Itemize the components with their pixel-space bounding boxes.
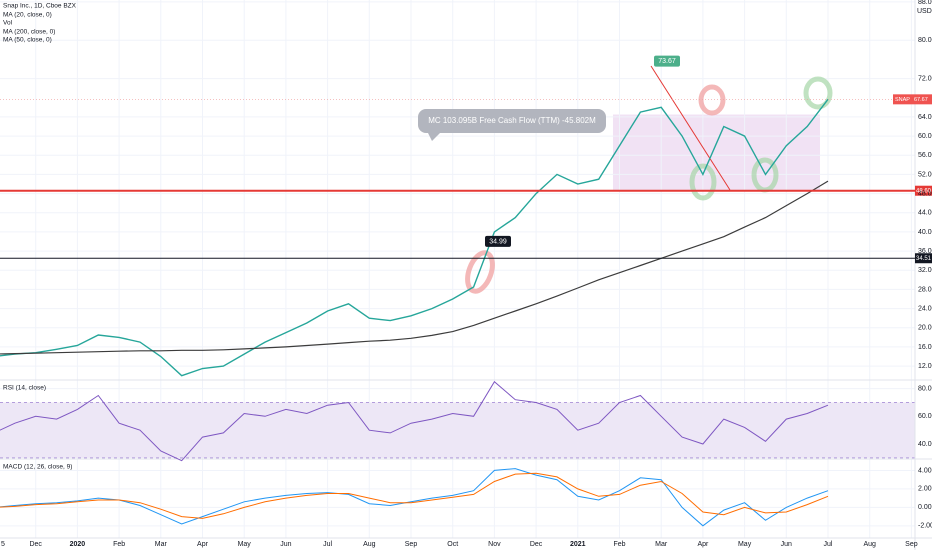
y-tick-label: 80.00 xyxy=(918,37,932,44)
y-tick-label: 0.00 xyxy=(918,504,932,511)
x-tick-label: Feb xyxy=(613,541,625,548)
rsi-line xyxy=(0,380,829,462)
y-tick-label: 24.00 xyxy=(918,305,932,312)
legend-entry: Vol xyxy=(3,20,13,27)
y-tick-label: 64.00 xyxy=(918,114,932,121)
circle-drawing xyxy=(698,84,726,116)
circle-drawing xyxy=(689,163,717,201)
symbol-label: SNAP xyxy=(895,97,910,103)
level-tag xyxy=(915,185,932,196)
y-tick-label: 16.00 xyxy=(918,344,932,351)
y-tick-label: 40.00 xyxy=(918,441,932,448)
x-tick-label: Nov xyxy=(488,541,501,548)
circle-drawing xyxy=(803,76,833,110)
level-tag xyxy=(915,253,932,264)
macd-line xyxy=(0,472,829,519)
note-pointer xyxy=(428,133,440,141)
y-tick-label: 2.00 xyxy=(918,486,932,493)
x-tick-label: Sep xyxy=(905,541,918,548)
pane-title: RSI (14, close) xyxy=(3,385,46,392)
level-label: 48.60 xyxy=(916,188,932,194)
price-label: 67.67 xyxy=(914,97,928,103)
x-tick-label: Jun xyxy=(781,541,792,548)
x-tick-label: 2021 xyxy=(570,541,586,548)
y-tick-label: 4.00 xyxy=(918,467,932,474)
x-tick-label: Aug xyxy=(363,541,376,548)
y-tick-label: 48.00 xyxy=(918,190,932,197)
macd-line xyxy=(0,468,829,527)
x-tick-label: Oct xyxy=(447,541,458,548)
note-text: MC 103.095B Free Cash Flow (TTM) -45.802… xyxy=(428,116,596,125)
x-tick-label: Aug xyxy=(863,541,876,548)
y-tick-label: 12.00 xyxy=(918,363,932,370)
y-tick-label: 36.00 xyxy=(918,248,932,255)
y-tick-label: 32.00 xyxy=(918,267,932,274)
y-tick-label: 52.00 xyxy=(918,171,932,178)
x-tick-label: Apr xyxy=(197,541,209,548)
x-tick-label: 5 xyxy=(1,541,5,548)
x-tick-label: Feb xyxy=(113,541,125,548)
y-tick-label: 60.00 xyxy=(918,133,932,140)
x-tick-label: May xyxy=(238,541,252,548)
y-tick-label: 20.00 xyxy=(918,325,932,332)
price-line xyxy=(0,98,829,377)
legend-entry: MA (50, close, 0) xyxy=(3,37,52,44)
rsi-band xyxy=(0,402,915,458)
x-tick-label: Sep xyxy=(405,541,418,548)
legend-entry: MA (200, close, 0) xyxy=(3,29,55,36)
y-tick-label: 44.00 xyxy=(918,210,932,217)
y-tick-label: 60.00 xyxy=(918,413,932,420)
x-tick-label: Jul xyxy=(323,541,332,548)
y-tick-label: 56.00 xyxy=(918,152,932,159)
x-tick-label: Jul xyxy=(824,541,833,548)
ma-line xyxy=(0,180,829,355)
y-tick-label: 28.00 xyxy=(918,286,932,293)
level-label: 34.51 xyxy=(916,256,932,262)
trend-line xyxy=(650,65,731,191)
pane-title: MACD (12, 26, close, 9) xyxy=(3,464,72,471)
low-label: 34.99 xyxy=(489,238,507,245)
x-tick-label: 2020 xyxy=(70,541,86,548)
currency: USD xyxy=(917,8,932,15)
marks xyxy=(0,55,932,527)
y-tick-label: 40.00 xyxy=(918,229,932,236)
y-tick-label: 80.00 xyxy=(918,385,932,392)
price-tag xyxy=(893,94,932,105)
x-tick-label: Mar xyxy=(655,541,668,548)
y-tick-label: 88.00 xyxy=(918,0,932,6)
note-box xyxy=(418,109,606,133)
y-tick-label: -2.00 xyxy=(918,523,932,530)
y-tick-label: 72.00 xyxy=(918,75,932,82)
x-tick-label: Mar xyxy=(155,541,168,548)
x-tick-label: Dec xyxy=(29,541,42,548)
grid xyxy=(0,0,915,538)
low-callout xyxy=(485,235,511,247)
range-zone xyxy=(613,114,820,191)
legend-title: Snap Inc., 1D, Cboe BZX xyxy=(3,3,77,10)
legend-entry: MA (20, close, 0) xyxy=(3,12,52,19)
x-tick-label: Dec xyxy=(530,541,543,548)
x-tick-label: Apr xyxy=(697,541,709,548)
x-tick-label: May xyxy=(738,541,752,548)
high-callout xyxy=(654,55,680,67)
x-tick-label: Jun xyxy=(280,541,291,548)
high-label: 73.67 xyxy=(658,58,676,65)
